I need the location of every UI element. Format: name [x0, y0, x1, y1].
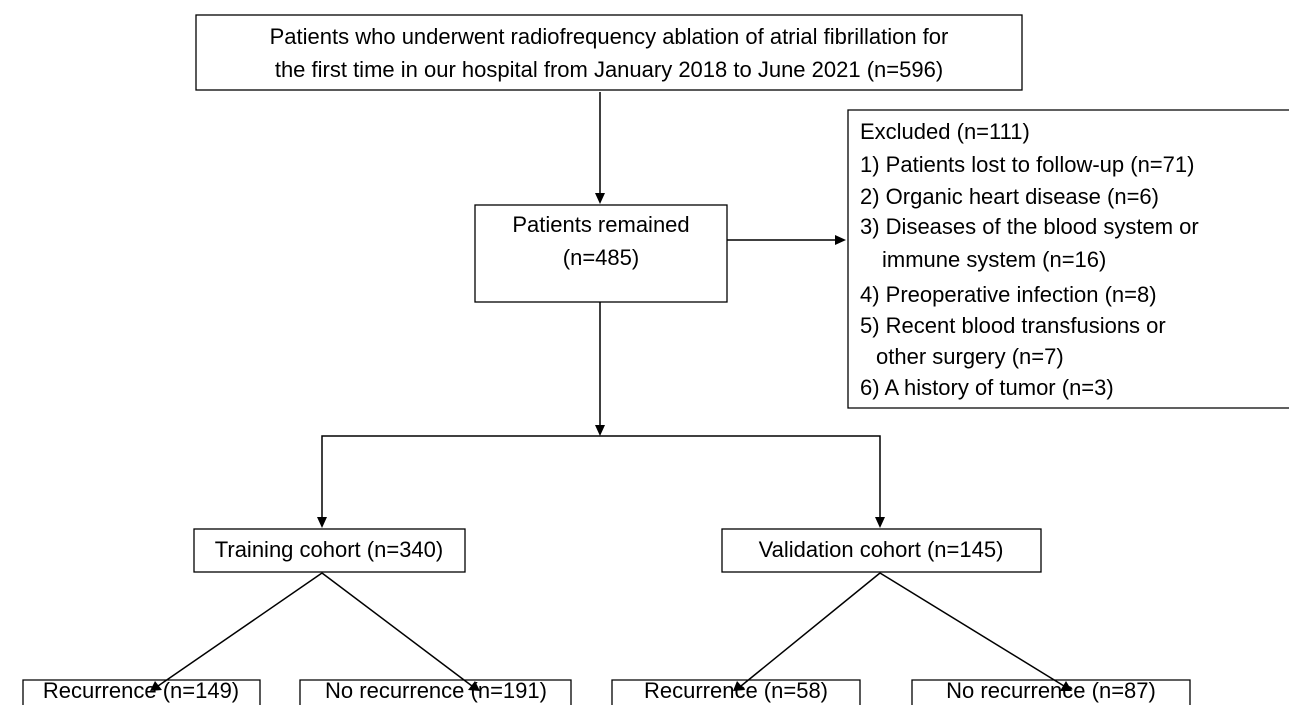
connector [321, 435, 881, 518]
box-text: Excluded (n=111) [860, 119, 1030, 144]
box-text: immune system (n=16) [882, 247, 1106, 272]
box-text: No recurrence (n=191) [325, 678, 547, 703]
box-text: 4) Preoperative infection (n=8) [860, 282, 1157, 307]
box-text: 3) Diseases of the blood system or [860, 214, 1199, 239]
validation-box [721, 528, 1042, 573]
box-text: No recurrence (n=87) [946, 678, 1156, 703]
connector [321, 572, 473, 687]
arrow-head [733, 681, 745, 691]
arrow-head [835, 235, 846, 245]
box-text: (n=485) [563, 245, 639, 270]
connectors [150, 92, 1072, 691]
box-text: 2) Organic heart disease (n=6) [860, 184, 1159, 209]
arrow-head [595, 425, 605, 436]
box-text: 6) A history of tumor (n=3) [860, 375, 1114, 400]
excluded-box [847, 109, 1289, 409]
leaf-box [611, 679, 861, 705]
box-text: other surgery (n=7) [876, 344, 1064, 369]
connector [879, 572, 1065, 687]
box-text: the first time in our hospital from Janu… [275, 57, 943, 82]
connector [740, 572, 881, 687]
box-text: Recurrence (n=149) [43, 678, 239, 703]
box-text: 5) Recent blood transfusions or [860, 313, 1166, 338]
leaf-box [22, 679, 261, 705]
box-text: 1) Patients lost to follow-up (n=71) [860, 152, 1194, 177]
box-text: Training cohort (n=340) [215, 537, 443, 562]
arrow-head [875, 517, 885, 528]
training-box [193, 528, 466, 573]
arrow-head [468, 681, 480, 691]
arrow-head [595, 193, 605, 204]
leaf-box [911, 679, 1191, 705]
screening-box [195, 14, 1023, 91]
box-text: Patients who underwent radiofrequency ab… [270, 24, 949, 49]
leaf-box [299, 679, 572, 705]
box-text: Patients remained [512, 212, 689, 237]
arrow-head [317, 517, 327, 528]
arrow-head [1060, 681, 1072, 691]
box-text: Validation cohort (n=145) [759, 537, 1004, 562]
arrow-head [150, 681, 162, 691]
connector [157, 572, 323, 687]
remained-box [474, 204, 728, 303]
